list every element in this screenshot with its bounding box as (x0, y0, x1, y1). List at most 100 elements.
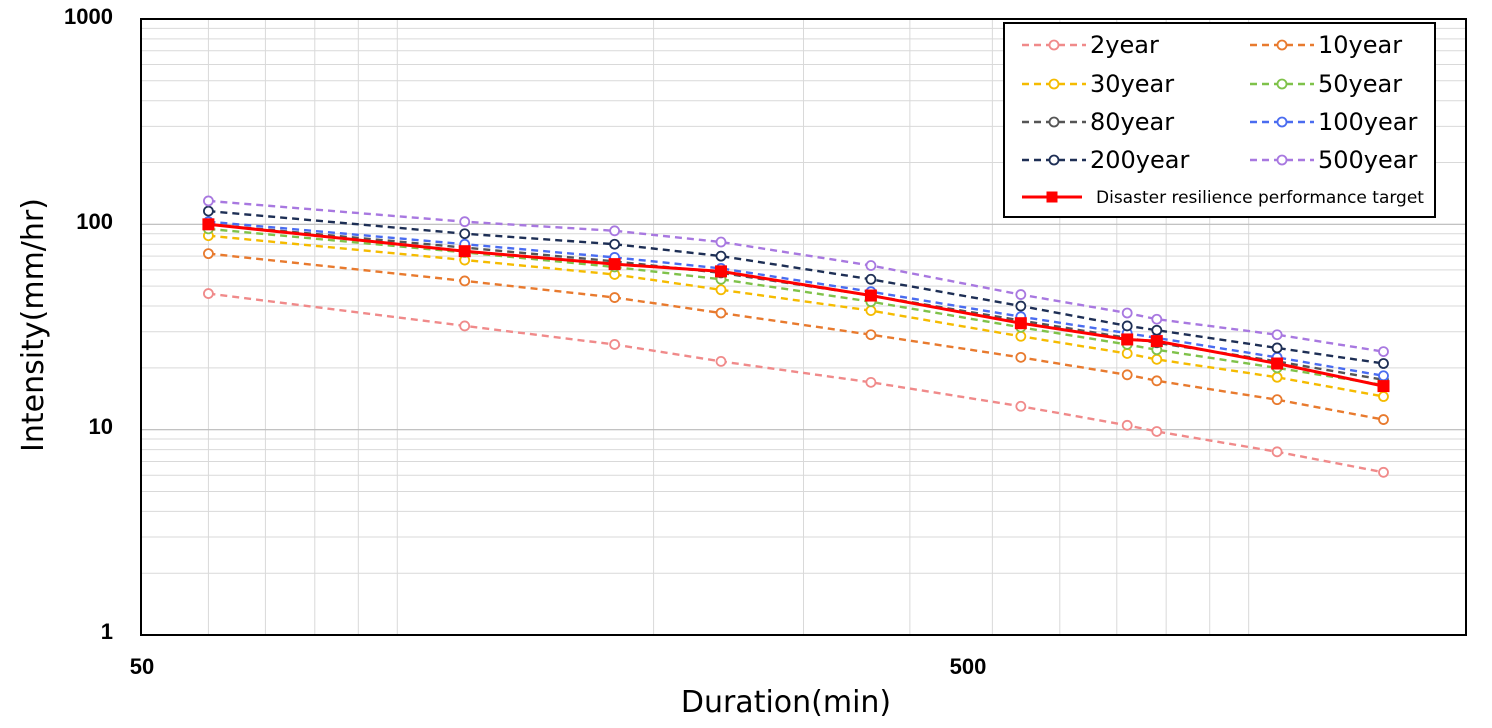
y-tick-label-10: 10 (89, 414, 113, 439)
data-point (609, 292, 621, 303)
legend-label: 100year (1318, 108, 1417, 136)
data-point (1015, 289, 1027, 300)
legend-swatch-marker (1048, 154, 1060, 166)
data-point (459, 320, 471, 332)
data-point (609, 238, 621, 250)
legend-swatch-marker (1276, 154, 1288, 166)
data-point (1151, 324, 1163, 336)
data-point (1014, 317, 1027, 330)
data-point (609, 339, 621, 350)
series-500year (203, 195, 1389, 357)
data-point (1015, 400, 1027, 412)
data-point (865, 329, 877, 341)
data-point (1121, 333, 1134, 346)
legend-item: 50year (1250, 70, 1402, 98)
x-axis-tick-labels: 50 500 (130, 654, 987, 679)
data-point (1015, 330, 1027, 342)
legend-item: 200year (1022, 146, 1189, 174)
y-tick-label-1: 1 (101, 619, 113, 644)
legend-item: 100year (1250, 108, 1417, 136)
data-point (203, 195, 214, 207)
y-tick-label-1000: 1000 (64, 4, 113, 29)
legend-swatch-marker (1048, 116, 1060, 128)
data-point (865, 376, 877, 388)
legend-item: 80year (1022, 108, 1174, 136)
data-point (1150, 335, 1163, 348)
data-point (1151, 313, 1163, 325)
data-point (1378, 466, 1389, 478)
legend: 2year 10year 30year 50year 80year 100year 200y… (1003, 22, 1436, 218)
legend-item: Disaster resilience performance target (1022, 188, 1424, 208)
data-point (864, 289, 877, 302)
data-point (202, 218, 215, 231)
data-point (1121, 307, 1133, 319)
legend-label: 500year (1318, 146, 1417, 174)
data-point (608, 258, 621, 271)
data-point (1271, 342, 1283, 354)
legend-item: 10year (1250, 31, 1402, 59)
legend-swatch-marker (1276, 39, 1288, 51)
data-point (1015, 300, 1027, 312)
data-point (203, 205, 214, 217)
data-point (1271, 446, 1283, 458)
legend-items: 2year 10year 30year 50year 80year 100year 200y… (1022, 31, 1424, 208)
data-point (203, 248, 214, 260)
data-point (459, 216, 471, 228)
data-point (1271, 394, 1283, 406)
legend-label: 10year (1318, 31, 1402, 59)
legend-swatch-marker (1276, 78, 1288, 90)
data-point (1015, 351, 1027, 363)
data-point (458, 245, 471, 258)
data-point (459, 275, 471, 287)
y-axis-title: Intensity(mm/hr) (16, 198, 51, 452)
legend-label: 2year (1090, 31, 1159, 59)
data-point (1151, 353, 1163, 365)
data-point (1121, 369, 1133, 381)
data-point (715, 250, 727, 262)
data-point (1378, 391, 1389, 402)
data-point (865, 260, 877, 271)
x-tick-label-50: 50 (130, 654, 154, 679)
data-point (714, 265, 727, 278)
data-point (715, 236, 727, 248)
data-point (1271, 371, 1283, 383)
legend-label: 200year (1090, 146, 1189, 174)
legend-item: 30year (1022, 70, 1174, 98)
data-point (1378, 370, 1389, 382)
data-point (609, 225, 621, 237)
data-point (715, 284, 727, 296)
series-10year (203, 248, 1389, 425)
x-axis-title: Duration(min) (681, 685, 891, 720)
data-point (203, 288, 214, 299)
data-point (1151, 426, 1163, 437)
data-point (1378, 414, 1389, 425)
data-point (1121, 348, 1133, 359)
data-point (1151, 375, 1163, 387)
series-30year (203, 230, 1389, 402)
x-tick-label-500: 500 (950, 654, 987, 679)
legend-label: 80year (1090, 108, 1174, 136)
data-point (865, 305, 877, 317)
data-point (1121, 320, 1133, 332)
legend-item: 500year (1250, 146, 1417, 174)
legend-label: 50year (1318, 70, 1402, 98)
data-point (1271, 329, 1283, 341)
data-point (865, 273, 877, 285)
series-line (208, 222, 1384, 388)
data-point (1378, 346, 1389, 357)
series-200year (203, 205, 1389, 369)
data-point (1377, 380, 1390, 393)
data-point (1271, 357, 1284, 370)
legend-label: Disaster resilience performance target (1096, 188, 1424, 208)
legend-swatch-marker (1048, 78, 1060, 90)
data-point (459, 228, 471, 240)
y-tick-label-100: 100 (76, 209, 113, 234)
data-point (715, 307, 727, 319)
plot-frame (140, 18, 1467, 636)
series-layer (202, 195, 1390, 478)
data-point (1378, 358, 1389, 369)
series-2year (203, 288, 1389, 478)
series-disaster-resilience-performance-target (202, 218, 1390, 393)
legend-item: 2year (1022, 31, 1159, 59)
